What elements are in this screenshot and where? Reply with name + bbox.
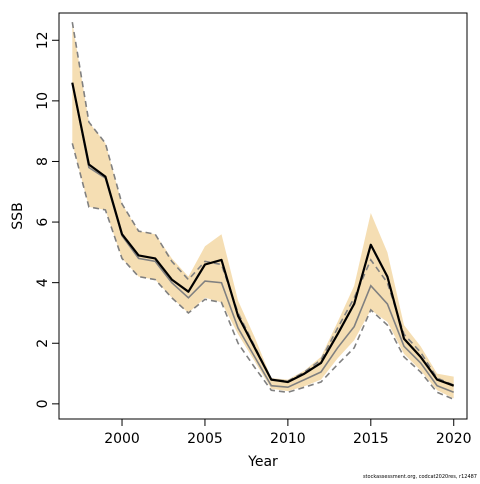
y-tick-label: 10 — [35, 92, 51, 110]
alternate-lower-line — [71, 143, 455, 401]
x-tick-label: 2005 — [187, 431, 223, 447]
y-tick-label: 4 — [35, 278, 51, 287]
axis-layer: 2000 2005 2010 2015 2020 0 2 4 6 8 10 12 — [35, 31, 472, 447]
ssb-estimate-line — [71, 82, 455, 387]
x-tick-label: 2010 — [270, 431, 306, 447]
x-axis-title: Year — [247, 454, 278, 470]
y-axis-title: SSB — [10, 202, 26, 229]
footnote-text: stockassessment.org, codcat2020res, r124… — [363, 474, 477, 480]
y-tick-label: 2 — [35, 339, 51, 348]
x-tick-label: 2020 — [436, 431, 472, 447]
plot-frame — [58, 12, 468, 420]
y-tick-label: 12 — [35, 31, 51, 49]
confidence-band — [72, 22, 454, 399]
alternate-estimate-line — [71, 82, 454, 394]
y-tick-label: 6 — [35, 218, 51, 227]
x-tick-label: 2015 — [353, 431, 389, 447]
y-tick-label: 0 — [35, 399, 51, 408]
x-tick-label: 2000 — [104, 431, 140, 447]
plot-layer — [71, 21, 455, 401]
y-tick-label: 8 — [35, 157, 51, 166]
